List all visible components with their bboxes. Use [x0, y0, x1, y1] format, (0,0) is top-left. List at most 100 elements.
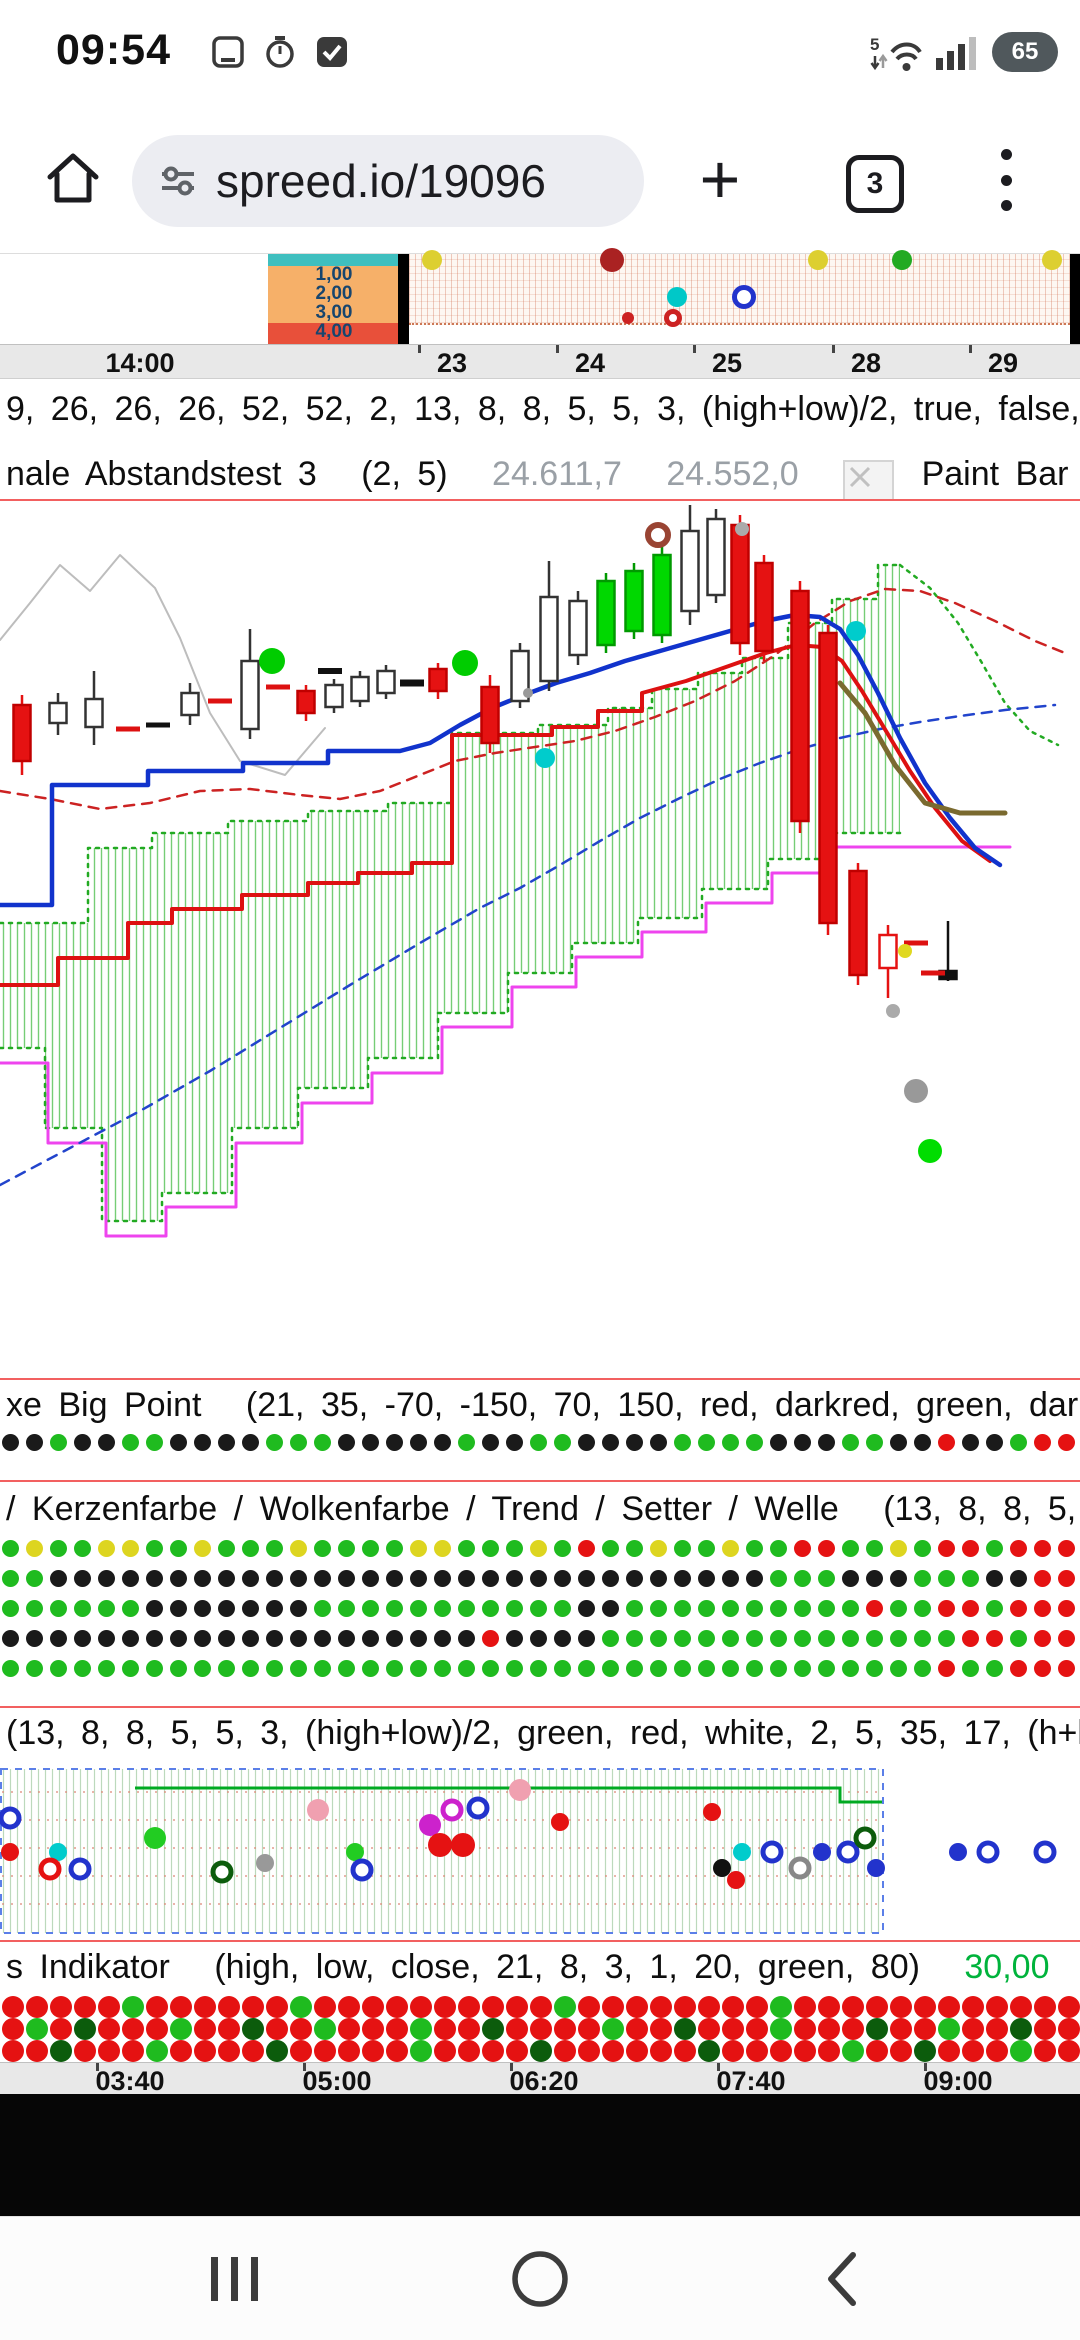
- page-info-icon[interactable]: [158, 161, 198, 201]
- indicator-dot: [338, 1600, 355, 1617]
- indicator-dot: [434, 1660, 451, 1677]
- indicator-dot: [410, 1434, 427, 1451]
- back-icon[interactable]: [813, 2247, 877, 2311]
- url-text[interactable]: spreed.io/19096: [216, 155, 546, 207]
- indicator-dot: [866, 2018, 888, 2040]
- remove-indicator-button[interactable]: [843, 460, 894, 501]
- indicator-dot: [914, 1996, 936, 2018]
- indicator-dot: [98, 1630, 115, 1647]
- tenkan-red: [0, 643, 992, 987]
- indicator-dot: [698, 2018, 720, 2040]
- overflow-menu-button[interactable]: [998, 149, 1014, 211]
- panel-border: [0, 1768, 884, 1934]
- axis-label: 03:40: [95, 2066, 165, 2096]
- indicator-dot: [338, 1540, 355, 1557]
- upper-chart-strip[interactable]: 1,00 2,00 3,00 4,00: [0, 248, 1080, 378]
- indicator-dot: [626, 1630, 643, 1647]
- signal-dot: [49, 1843, 67, 1861]
- indicator-dot: [146, 1630, 163, 1647]
- tab-count-button[interactable]: 3: [846, 155, 904, 213]
- indicator-dot: [170, 1434, 187, 1451]
- indicator-dot: [794, 1996, 816, 2018]
- scatter-canvas[interactable]: [0, 1768, 1080, 1934]
- indicator-dot: [986, 1570, 1003, 1587]
- bigpoint-dot-row: [2, 1434, 1080, 1456]
- candle: [480, 675, 500, 753]
- indicator-dot: [890, 1540, 907, 1557]
- indicator-dot: [506, 1660, 523, 1677]
- indicator-dot: [50, 1600, 67, 1617]
- indicator-dot: [722, 2018, 744, 2040]
- indicator-dot: [482, 1434, 499, 1451]
- indicator-dot: [50, 1630, 67, 1647]
- indicator-dot: [146, 1600, 163, 1617]
- indicator-dot: [602, 1540, 619, 1557]
- indicator-dot: [938, 1660, 955, 1677]
- indicator-dot: [530, 1660, 547, 1677]
- indicator-dot: [98, 1996, 120, 2018]
- indicator-dot: [578, 2040, 600, 2062]
- signal-scatter-panel[interactable]: [0, 1768, 1080, 1934]
- indicator-dot: [938, 1630, 955, 1647]
- indicator-dot: [74, 2040, 96, 2062]
- indicator-dot: [434, 1570, 451, 1587]
- panel-separator: [0, 1940, 1080, 1942]
- red-dashed: [0, 587, 1067, 811]
- green-right: [898, 563, 1060, 747]
- indicator-dot: [122, 2040, 144, 2062]
- scale-value: 2,00: [315, 283, 353, 304]
- indicator-dot: [362, 1996, 384, 2018]
- indicator-dot: [866, 1996, 888, 2018]
- main-chart-canvas[interactable]: [0, 503, 1080, 1369]
- indicator-dot: [986, 2018, 1008, 2040]
- indicator-dot: [98, 1660, 115, 1677]
- indicator-dot: [434, 1540, 451, 1557]
- indicator-dot: [722, 1540, 739, 1557]
- upper-indicator-area[interactable]: [409, 254, 1070, 325]
- url-bar[interactable]: spreed.io/19096: [132, 135, 644, 227]
- indicator-dot: [530, 2040, 552, 2062]
- indicator-dot: [626, 1660, 643, 1677]
- price-scale-box: 1,00 2,00 3,00 4,00: [268, 254, 400, 345]
- indicator-dot: [362, 1570, 379, 1587]
- candle: [624, 563, 644, 639]
- indicator-dot: [266, 1630, 283, 1647]
- status-system-icons: 5 65: [870, 30, 1058, 74]
- indicator-dot: [26, 2018, 48, 2040]
- indicator-dot: [434, 1600, 451, 1617]
- indicator-dot: [194, 1540, 211, 1557]
- wifi-icon: 5: [870, 35, 922, 71]
- signal-dot: [760, 1840, 784, 1864]
- candle: [510, 643, 530, 708]
- indicator-dot: [314, 2018, 336, 2040]
- indicator-dot: [482, 1660, 499, 1677]
- indicator-dot: [914, 1570, 931, 1587]
- indicator-dot: [458, 2040, 480, 2062]
- signal-dot: [1, 1843, 19, 1861]
- indicator-dot: [818, 2040, 840, 2062]
- indicator-dot: [2, 1570, 19, 1587]
- indicator-dot: [74, 1600, 91, 1617]
- indicator-dot: [386, 1660, 403, 1677]
- indicator-dot: [170, 2018, 192, 2040]
- indicator-dot: [218, 1540, 235, 1557]
- indicator-dot: [1034, 2040, 1056, 2062]
- indicator-dot: [290, 1600, 307, 1617]
- main-price-chart[interactable]: [0, 503, 1080, 1369]
- indicator-params: (13, 8, 8, 5, 5, 3, (high+low)/2,: [883, 1490, 1080, 1528]
- indicator-dot: [242, 2018, 264, 2040]
- indicator-dot: [866, 1540, 883, 1557]
- indicator-dot: [650, 1660, 667, 1677]
- indicator-dot: [170, 1996, 192, 2018]
- indicator-dot: [962, 1434, 979, 1451]
- indicator-dot: [2, 1630, 19, 1647]
- new-tab-button[interactable]: +: [699, 140, 741, 218]
- indicator-dot: [386, 1540, 403, 1557]
- home-icon[interactable]: [38, 143, 108, 213]
- indicator-dot: [866, 1660, 883, 1677]
- indicator-dot: [770, 1996, 792, 2018]
- home-nav-icon[interactable]: [508, 2247, 572, 2311]
- indicator-dot: [362, 1660, 379, 1677]
- recents-icon[interactable]: [203, 2247, 267, 2311]
- indicator-params-row2: (13, 8, 8, 5, 5, 3, (high+low)/2, green,…: [6, 1714, 1080, 1753]
